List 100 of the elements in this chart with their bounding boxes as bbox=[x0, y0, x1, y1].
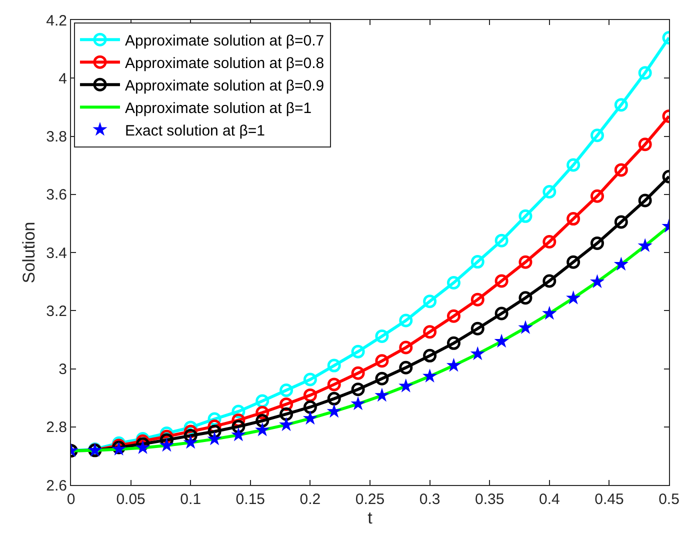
point bbox=[423, 348, 437, 362]
point bbox=[256, 414, 270, 428]
point bbox=[135, 440, 150, 454]
point bbox=[327, 392, 341, 406]
y-tick-label: 3.6 bbox=[46, 186, 67, 204]
legend-label: Approximate solution at β=1 bbox=[124, 100, 312, 117]
point bbox=[614, 215, 628, 229]
point bbox=[590, 274, 605, 288]
x-tick-label: 0.4 bbox=[538, 491, 560, 508]
point bbox=[566, 255, 580, 269]
point bbox=[446, 276, 460, 290]
point bbox=[231, 427, 246, 442]
point bbox=[423, 294, 437, 308]
point bbox=[399, 340, 413, 354]
point bbox=[208, 424, 222, 438]
y-tick-label: 2.8 bbox=[46, 419, 67, 436]
point bbox=[518, 320, 533, 334]
point bbox=[326, 404, 342, 418]
point bbox=[351, 344, 365, 358]
point bbox=[280, 407, 294, 421]
point bbox=[638, 194, 652, 208]
point bbox=[207, 431, 222, 446]
point bbox=[494, 334, 509, 348]
point bbox=[590, 189, 604, 203]
point bbox=[327, 358, 341, 372]
point bbox=[494, 274, 508, 288]
y-tick-label: 2.6 bbox=[46, 477, 67, 494]
point bbox=[398, 378, 414, 392]
point bbox=[638, 66, 652, 80]
point bbox=[446, 336, 460, 350]
point bbox=[159, 438, 174, 452]
point bbox=[470, 292, 484, 306]
point bbox=[590, 236, 604, 250]
point bbox=[614, 163, 628, 177]
y-tick-label: 4 bbox=[58, 70, 67, 88]
point bbox=[399, 360, 413, 374]
point bbox=[422, 368, 438, 383]
x-tick-label: 0.1 bbox=[180, 491, 202, 508]
point bbox=[303, 400, 317, 414]
point bbox=[470, 346, 485, 360]
point bbox=[518, 209, 532, 223]
point bbox=[566, 212, 580, 226]
point bbox=[470, 255, 484, 269]
x-axis-title: t bbox=[368, 508, 373, 528]
point bbox=[446, 358, 462, 372]
point bbox=[278, 417, 294, 432]
point bbox=[136, 437, 150, 451]
point bbox=[302, 410, 318, 425]
point bbox=[255, 422, 270, 436]
x-tick-label: 0 bbox=[66, 491, 76, 508]
legend-label: Approximate solution at β=0.8 bbox=[124, 54, 324, 72]
point bbox=[351, 382, 365, 396]
point bbox=[423, 325, 437, 339]
point bbox=[542, 235, 556, 248]
y-axis-title: Solution bbox=[20, 222, 39, 284]
point bbox=[232, 420, 246, 434]
point bbox=[375, 329, 389, 343]
point bbox=[280, 384, 294, 398]
x-tick-label: 0.35 bbox=[475, 491, 504, 508]
y-tick-label: 4.2 bbox=[46, 12, 67, 30]
point bbox=[638, 238, 652, 252]
point bbox=[446, 309, 460, 323]
point bbox=[542, 274, 556, 288]
x-tick-label: 0.15 bbox=[236, 491, 265, 508]
point bbox=[542, 185, 556, 199]
y-tick-label: 3.4 bbox=[46, 244, 67, 262]
point bbox=[351, 366, 365, 380]
y-tick-label: 3.2 bbox=[46, 302, 67, 320]
x-tick-label: 0.05 bbox=[116, 491, 146, 508]
point bbox=[183, 434, 198, 449]
x-tick-label: 0.2 bbox=[300, 491, 321, 508]
point bbox=[303, 388, 317, 402]
point bbox=[518, 255, 532, 269]
point bbox=[399, 314, 413, 328]
point bbox=[566, 290, 581, 304]
legend-label: Approximate solution at β=0.7 bbox=[124, 32, 324, 50]
x-tick-label: 0.25 bbox=[355, 491, 385, 508]
point bbox=[375, 354, 389, 368]
point bbox=[590, 128, 604, 142]
point bbox=[494, 306, 508, 320]
point bbox=[303, 372, 317, 386]
legend-label: Exact solution at β=1 bbox=[124, 122, 265, 140]
point bbox=[184, 428, 198, 442]
y-tick-label: 3.8 bbox=[46, 128, 67, 146]
point bbox=[542, 306, 557, 320]
point bbox=[614, 256, 628, 271]
point bbox=[327, 378, 341, 392]
y-tick-label: 3 bbox=[58, 361, 67, 378]
point bbox=[614, 98, 628, 112]
point bbox=[375, 372, 389, 386]
x-tick-label: 0.45 bbox=[594, 491, 624, 508]
x-tick-label: 0.3 bbox=[419, 491, 440, 508]
point bbox=[518, 291, 532, 305]
point bbox=[566, 158, 580, 172]
legend-label: Approximate solution at β=0.9 bbox=[124, 77, 324, 94]
point bbox=[350, 396, 366, 410]
point bbox=[374, 388, 390, 402]
x-tick-label: 0.5 bbox=[658, 491, 680, 508]
point bbox=[638, 138, 652, 152]
point bbox=[494, 234, 508, 248]
